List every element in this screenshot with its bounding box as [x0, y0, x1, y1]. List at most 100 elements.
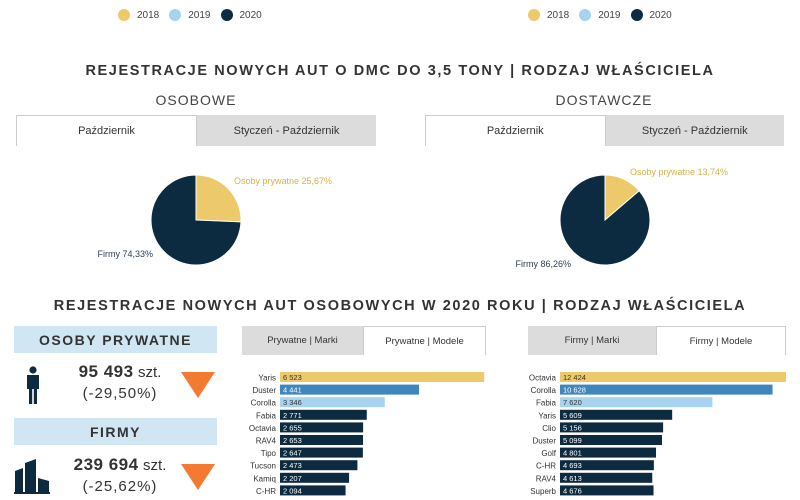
person-icon — [27, 366, 39, 404]
bar-category-label: Tipo — [261, 449, 277, 458]
bar[interactable] — [280, 472, 350, 483]
bar-value-label: 2 647 — [283, 449, 302, 458]
stat-unit: szt. — [143, 457, 167, 474]
bar[interactable] — [560, 447, 657, 458]
legend-dot-2019 — [579, 9, 592, 21]
bar[interactable] — [280, 397, 385, 408]
bar-category-label: C-HR — [256, 487, 276, 496]
bar-value-label: 2 094 — [283, 486, 302, 495]
tab-private-models[interactable]: Prywatne | Modele — [363, 326, 486, 355]
stat-change: (-29,50%) — [82, 385, 158, 402]
bar-value-label: 5 099 — [563, 436, 582, 445]
legend-dot-2019 — [169, 9, 182, 21]
stat-value: 95 493 — [78, 362, 134, 381]
legend-years-right: 2018 2019 2020 — [528, 9, 682, 21]
legend-item-2018: 2018 — [528, 9, 569, 21]
legend-dot-2018 — [118, 9, 130, 21]
legend-label: 2019 — [188, 9, 211, 21]
pie-chart-vans: Osoby prywatne 13,74% Firmy 86,26% — [515, 167, 728, 269]
bar-category-label: Tucson — [250, 462, 276, 471]
bar-value-label: 4 801 — [563, 449, 582, 458]
bar[interactable] — [280, 460, 358, 471]
bar-value-label: 12 424 — [563, 373, 586, 382]
bar-category-label: C-HR — [536, 462, 556, 471]
bar-chart-private-models: Yaris 6 523 Duster 4 441 Corolla 3 346 Fabia 2 … — [249, 372, 485, 496]
bar-value-label: 2 207 — [283, 474, 302, 483]
bar[interactable] — [280, 485, 346, 496]
tab-january-october[interactable]: Styczeń - Październik — [197, 115, 376, 146]
bar-value-label: 2 653 — [283, 436, 302, 445]
pie-label-firms: Firmy 86,26% — [515, 259, 571, 269]
bar[interactable] — [560, 372, 786, 382]
bar-value-label: 4 676 — [563, 486, 582, 495]
legend-dot-2020 — [220, 9, 233, 21]
section-title-owner-type: REJESTRACJE NOWYCH AUT O DMC DO 3,5 TONY… — [85, 63, 715, 79]
bar[interactable] — [560, 422, 664, 433]
bar[interactable] — [560, 409, 673, 420]
bar[interactable] — [280, 435, 364, 445]
tabs-private-view: Prywatne | Marki Prywatne | Modele — [242, 326, 486, 355]
bar[interactable] — [560, 397, 713, 408]
tab-january-october[interactable]: Styczeń - Październik — [605, 115, 784, 146]
bar[interactable] — [560, 460, 654, 471]
bar-category-label: Fabia — [536, 399, 557, 408]
bar[interactable] — [280, 372, 485, 382]
bar-category-label: Fabia — [256, 411, 277, 420]
tab-firms-brands[interactable]: Firmy | Marki — [528, 326, 656, 355]
stat-private-owners: 95 493 szt. (-29,50%) — [60, 362, 180, 402]
down-arrow-icon — [181, 464, 215, 490]
bar-category-label: Octavia — [529, 374, 557, 383]
subtitle-passenger: OSOBOWE — [155, 92, 237, 108]
pie-label-firms: Firmy 74,33% — [97, 249, 153, 259]
stat-firms: 239 694 szt. (-25,62%) — [60, 455, 180, 495]
bar-value-label: 4 441 — [283, 386, 302, 395]
bar-category-label: RAV4 — [536, 474, 557, 483]
bar[interactable] — [280, 384, 420, 395]
bar-value-label: 5 609 — [563, 411, 582, 420]
pie-slice-firms[interactable] — [150, 174, 242, 266]
bar-category-label: Corolla — [251, 399, 277, 408]
pie-label-private: Osoby prywatne 25,67% — [234, 176, 332, 186]
down-arrow-icon — [181, 372, 215, 398]
stat-value: 239 694 — [73, 455, 139, 474]
bar[interactable] — [280, 409, 367, 420]
heading-private-owners: OSOBY PRYWATNE — [14, 326, 217, 353]
stat-change: (-25,62%) — [82, 478, 158, 495]
bar[interactable] — [560, 384, 773, 395]
legend-dot-2020 — [630, 9, 643, 21]
pie-chart-passenger: Osoby prywatne 25,67% Firmy 74,33% — [97, 174, 332, 266]
bar-value-label: 5 156 — [563, 423, 582, 432]
bar[interactable] — [560, 472, 653, 483]
legend-item-2020: 2020 — [630, 9, 672, 21]
pie-slice-private[interactable] — [195, 174, 242, 223]
heading-firms: FIRMY — [14, 418, 217, 445]
bar[interactable] — [280, 422, 364, 433]
bar-category-label: Corolla — [531, 386, 557, 395]
bar-value-label: 2 473 — [283, 461, 302, 470]
tab-firms-models[interactable]: Firmy | Modele — [656, 326, 786, 355]
tabs-vans-period: Październik Styczeń - Październik — [425, 115, 784, 146]
bar[interactable] — [280, 447, 363, 458]
tab-private-brands[interactable]: Prywatne | Marki — [242, 326, 363, 355]
bar-value-label: 4 613 — [563, 474, 582, 483]
bar-category-label: Duster — [252, 386, 276, 395]
building-icon — [14, 459, 50, 494]
legend-item-2019: 2019 — [579, 9, 621, 21]
bar-value-label: 3 346 — [283, 398, 302, 407]
legend-label: 2020 — [239, 9, 262, 21]
subtitle-vans: DOSTAWCZE — [555, 92, 653, 108]
tab-october[interactable]: Październik — [425, 115, 606, 146]
legend-item-2019: 2019 — [169, 9, 211, 21]
pie-label-private: Osoby prywatne 13,74% — [630, 167, 728, 177]
bar[interactable] — [560, 435, 662, 445]
tabs-firms-view: Firmy | Marki Firmy | Modele — [528, 326, 786, 355]
bar[interactable] — [560, 485, 654, 496]
bar-category-label: Superb — [530, 487, 556, 496]
pie-slice-firms[interactable] — [559, 174, 651, 266]
bar-category-label: Duster — [532, 437, 556, 446]
bar-value-label: 2 655 — [283, 423, 302, 432]
tab-october[interactable]: Październik — [16, 115, 197, 146]
bar-category-label: RAV4 — [256, 437, 277, 446]
bar-category-label: Octavia — [249, 424, 277, 433]
section-title-2020-passenger: REJESTRACJE NOWYCH AUT OSOBOWYCH W 2020 … — [53, 298, 747, 314]
